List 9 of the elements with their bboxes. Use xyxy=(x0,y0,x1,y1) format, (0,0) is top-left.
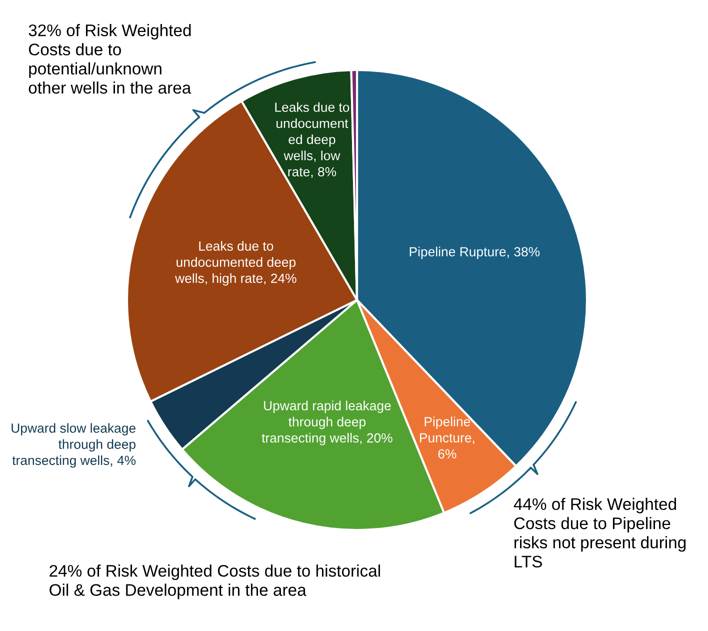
slice-label: Pipeline Rupture, 38% xyxy=(410,246,540,260)
slice-label: Pipeline Puncture, 6% xyxy=(420,416,474,459)
slice-label: Leaks due to undocumented deep wells, high rate, 24% xyxy=(175,241,296,286)
slice-label: Leaks due to undocument ed deep wells, low rate, 8% xyxy=(275,102,350,178)
slice-label: Upward slow leakage through deep transecting wells, 4% xyxy=(12,423,136,468)
text: 32% of Risk Weighted Costs due to potential/unknown other wells in the area xyxy=(28,24,192,94)
text: 24% of Risk Weighted Costs due to historical Oil & Gas Development in the area xyxy=(50,564,380,600)
slice-label: Upward rapid leakage through deep transecting wells, 20% xyxy=(262,400,392,446)
text: 44% of Risk Weighted Costs due to Pipeline risks not present during LTS xyxy=(514,498,686,568)
